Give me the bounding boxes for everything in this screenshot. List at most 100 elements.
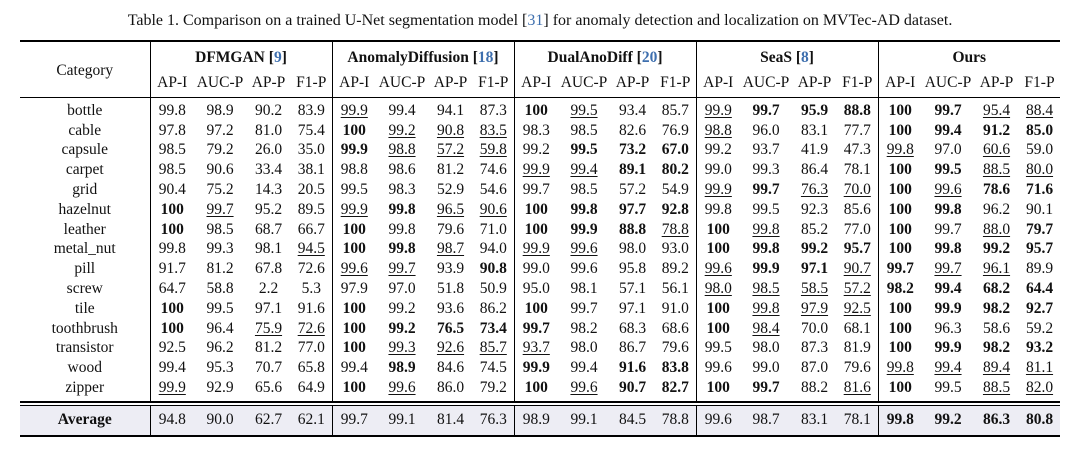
value-cell: 68.3 [618,319,647,337]
method-header: DualAnoDiff [20] [514,41,697,71]
table-row: wood 99.4 95.3 70.7 65.8 99.4 98.9 84.6 74.5 99.9… [20,358,1060,379]
value-cell: 64.7 [158,280,186,298]
value-cell: 76.5 [436,319,465,337]
value-cell: 99.8 [388,200,416,218]
value-cell: 81.0 [254,121,283,139]
value-cell: 100 [342,339,366,357]
value-cell: 83.1 [800,121,829,139]
value-cell: 96.5 [436,200,465,218]
value-cell: 77.0 [837,219,879,240]
value-cell: 81.6 [837,378,879,402]
value-cell: 57.2 [618,181,647,199]
value-cell: 91.7 [158,260,186,278]
value-cell: 100 [888,240,912,258]
value-cell: 99.8 [158,101,186,119]
value-cell: 96.3 [934,319,962,337]
table-row: hazelnut 100 99.7 95.2 89.5 99.9 99.8 96.5 90.6 1… [20,199,1060,220]
table-row: metal_nut 99.8 99.3 98.1 94.5 100 99.8 98.7 94.0… [20,239,1060,260]
value-cell: 81.2 [436,161,465,179]
value-cell: 78.1 [837,160,879,181]
value-cell: 76.9 [655,120,697,141]
citation-ref[interactable]: 18 [477,49,494,66]
value-cell: 41.9 [800,141,829,159]
value-cell: 100 [706,319,730,337]
value-cell: 98.5 [206,220,234,238]
value-cell: 82.6 [618,121,647,139]
value-cell: 83.9 [291,97,333,121]
value-cell: 14.3 [254,181,283,199]
table-caption: Table 1. Comparison on a trained U-Net s… [0,0,1080,40]
value-cell: 95.9 [800,101,829,119]
value-cell: 97.2 [206,121,234,139]
value-cell: 98.8 [388,141,416,159]
value-cell: 59.2 [1025,319,1054,337]
value-cell: 57.1 [618,280,647,298]
category-cell: toothbrush [20,318,151,339]
value-cell: 86.0 [436,379,465,397]
value-cell: 87.3 [473,97,515,121]
category-cell: zipper [20,378,151,402]
value-cell: 79.2 [206,141,234,159]
value-cell: 68.6 [655,318,697,339]
metric-column-header: F1-P [837,71,879,98]
value-cell: 100 [524,220,548,238]
value-cell: 99.9 [522,359,550,377]
value-cell: 88.5 [982,161,1011,179]
value-cell: 98.9 [522,411,550,429]
value-cell: 97.9 [340,280,368,298]
value-cell: 99.4 [570,161,598,179]
value-cell: 56.1 [655,279,697,299]
citation-ref[interactable]: 8 [801,49,809,66]
value-cell: 70.7 [254,359,283,377]
value-cell: 64.9 [291,378,333,402]
value-cell: 93.6 [436,299,465,317]
value-cell: 91.2 [982,121,1011,139]
value-cell: 100 [160,200,184,218]
value-cell: 86.3 [982,411,1011,429]
metric-column-header: AUC-P [560,73,608,91]
table-row: bottle 99.8 98.9 90.2 83.9 99.9 99.4 94.1 87.3 10… [20,97,1060,121]
citation-ref-31[interactable]: 31 [527,12,544,29]
value-cell: 97.0 [934,141,962,159]
method-header: Ours [878,41,1060,71]
value-cell: 99.2 [388,299,416,317]
method-name: DFMGAN [195,49,265,66]
value-cell: 99.7 [522,319,550,337]
value-cell: 95.7 [837,239,879,260]
value-cell: 99.8 [934,240,962,258]
value-cell: 99.3 [388,339,416,357]
value-cell: 59.0 [1025,141,1054,159]
value-cell: 75.4 [291,120,333,141]
value-cell: 95.0 [522,280,550,298]
value-cell: 92.7 [1025,299,1054,317]
value-cell: 100 [888,161,912,179]
value-cell: 99.1 [388,411,416,429]
value-cell: 99.4 [158,359,186,377]
value-cell: 80.2 [655,160,697,181]
value-cell: 75.9 [254,319,283,337]
value-cell: 99.7 [752,101,780,119]
value-cell: 68.2 [982,280,1011,298]
value-cell: 88.8 [837,97,879,121]
value-cell: 90.8 [473,259,515,280]
value-cell: 33.4 [254,161,283,179]
value-cell: 99.9 [340,141,368,159]
value-cell: 88.4 [1025,101,1054,119]
citation-ref[interactable]: 9 [273,49,282,66]
citation-ref[interactable]: 20 [641,49,658,66]
value-cell: 93.7 [752,141,780,159]
table-row: carpet 98.5 90.6 33.4 38.1 98.8 98.6 81.2 74.6 99… [20,160,1060,181]
value-cell: 78.8 [655,219,697,240]
method-name: DualAnoDiff [547,49,633,66]
table-row: capsule 98.5 79.2 26.0 35.0 99.9 98.8 57.2 59.8 9… [20,140,1060,161]
value-cell: 65.6 [254,379,283,397]
comparison-table: Category DFMGAN [9] AnomalyDiffusion [18] D… [20,40,1060,403]
value-cell: 89.1 [618,161,647,179]
value-cell: 100 [888,220,912,238]
value-cell: 99.9 [340,101,368,119]
value-cell: 99.9 [934,299,962,317]
value-cell: 100 [888,121,912,139]
value-cell: 100 [888,200,912,218]
value-cell: 80.0 [1025,161,1054,179]
